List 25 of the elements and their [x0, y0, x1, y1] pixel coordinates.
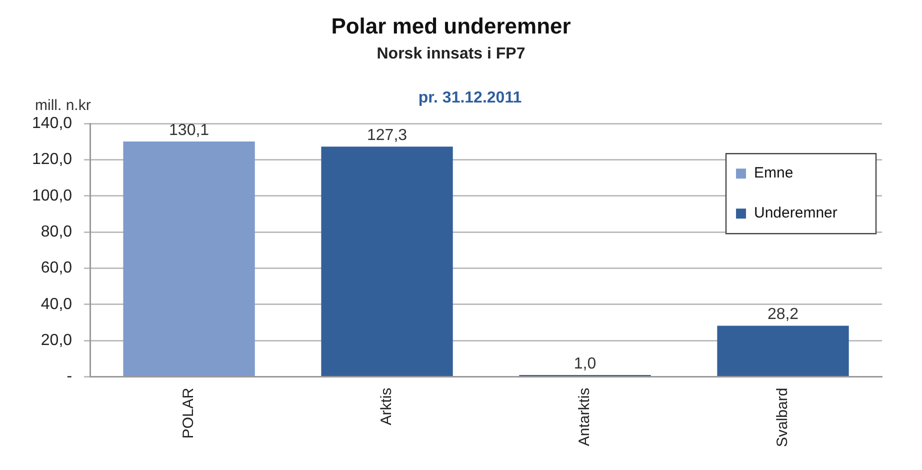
x-tick-label: Antarktis — [576, 388, 594, 446]
legend-label: Emne — [754, 164, 794, 182]
y-tick-label: - — [66, 368, 72, 386]
chart-subtitle: Norsk innsats i FP7 — [376, 45, 526, 62]
x-tick-label: POLAR — [180, 388, 198, 439]
y-tick-label: 60,0 — [40, 260, 72, 277]
y-tick-label: 80,0 — [40, 224, 72, 241]
y-tick-label: 120,0 — [32, 151, 72, 168]
y-axis-title: mill. n.kr — [35, 97, 91, 114]
data-label: 127,3 — [367, 126, 408, 144]
y-tick-label: 20,0 — [40, 332, 72, 350]
data-label: 1,0 — [574, 355, 596, 372]
x-tick-label: Svalbard — [774, 388, 792, 447]
data-label: 28,2 — [767, 306, 799, 324]
bar — [717, 326, 849, 376]
x-tick-label: Arktis — [378, 388, 396, 426]
bar — [321, 146, 453, 376]
y-tick-label: 40,0 — [40, 296, 72, 313]
bar — [123, 142, 255, 376]
legend-label: Underemner — [754, 204, 838, 222]
data-label: 130,1 — [169, 122, 210, 139]
chart-title: Polar med underemner — [331, 13, 572, 38]
y-tick-label: 140,0 — [32, 115, 72, 132]
y-tick-label: 100,0 — [32, 187, 72, 204]
text: pr. 31.12.2011 — [418, 89, 522, 106]
